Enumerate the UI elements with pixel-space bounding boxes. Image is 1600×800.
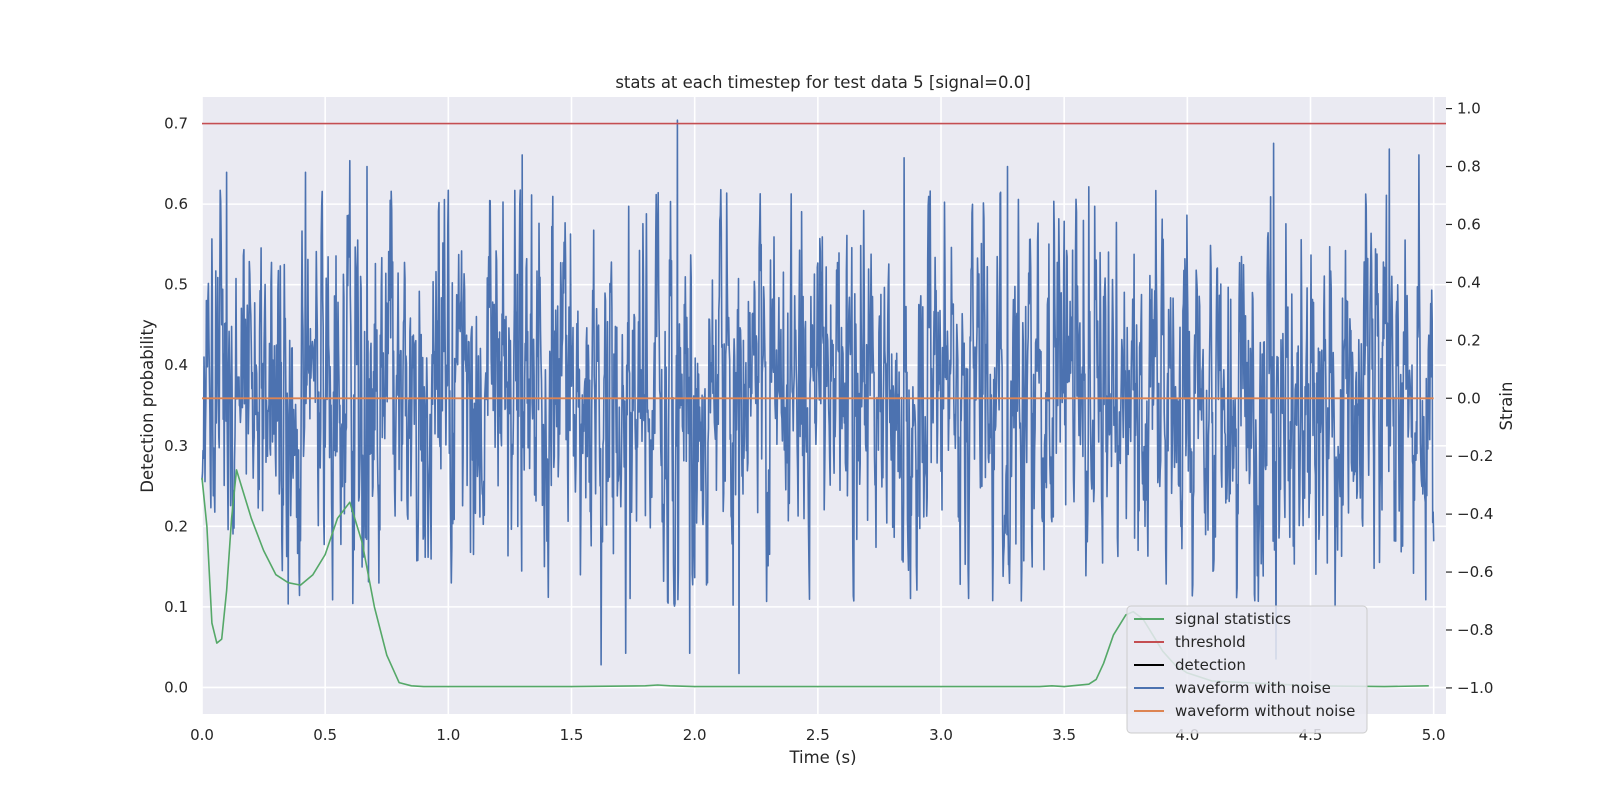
y-right-tick-label: −0.2: [1457, 447, 1493, 465]
x-tick-label: 2.5: [806, 726, 830, 744]
y-right-tick-label: 0.8: [1457, 158, 1481, 176]
y-tick-label: 0.2: [164, 517, 188, 535]
x-axis-label: Time (s): [788, 748, 856, 767]
legend-label: threshold: [1175, 633, 1246, 651]
y-tick-label: 0.0: [164, 678, 188, 696]
x-tick-label: 0.0: [190, 726, 214, 744]
y-right-tick-label: −0.8: [1457, 621, 1493, 639]
series-layer: [201, 119, 1446, 688]
x-tick-label: 2.0: [683, 726, 707, 744]
x-tick-label: 1.5: [560, 726, 584, 744]
y-right-tick-label: 0.0: [1457, 389, 1481, 407]
y-tick-label: 0.6: [164, 195, 188, 213]
y-tick-label: 0.4: [164, 356, 188, 374]
x-tick-label: 5.0: [1422, 726, 1446, 744]
y-right-tick-label: 1.0: [1457, 100, 1481, 118]
legend-label: waveform without noise: [1175, 702, 1355, 720]
y-right-tick-label: 0.6: [1457, 215, 1481, 233]
y-axis-label: Detection probability: [138, 319, 157, 493]
legend: signal statistics threshold detection wavef…: [1126, 605, 1368, 734]
y-right-axis-label: Strain: [1497, 382, 1516, 431]
y-right-tick-label: 0.2: [1457, 331, 1481, 349]
x-tick-label: 1.0: [436, 726, 460, 744]
x-tick-label: 3.0: [929, 726, 953, 744]
chart-title: stats at each timestep for test data 5 […: [615, 73, 1030, 92]
y-tick-label: 0.1: [164, 598, 188, 616]
y-right-tick-label: −0.6: [1457, 563, 1493, 581]
legend-label: detection: [1175, 656, 1246, 674]
series-waveform-with-noise: [201, 119, 1435, 675]
y-tick-label: 0.3: [164, 437, 188, 455]
y-right-tick-label: 0.4: [1457, 273, 1481, 291]
x-tick-label: 0.5: [313, 726, 337, 744]
legend-label: signal statistics: [1175, 610, 1291, 628]
y-tick-label: 0.5: [164, 276, 188, 294]
legend-box: [1126, 605, 1368, 734]
x-tick-label: 3.5: [1052, 726, 1076, 744]
y-right-tick-label: −0.4: [1457, 505, 1493, 523]
y-tick-label: 0.7: [164, 115, 188, 133]
legend-label: waveform with noise: [1175, 679, 1331, 697]
y-right-tick-label: −1.0: [1457, 679, 1493, 697]
